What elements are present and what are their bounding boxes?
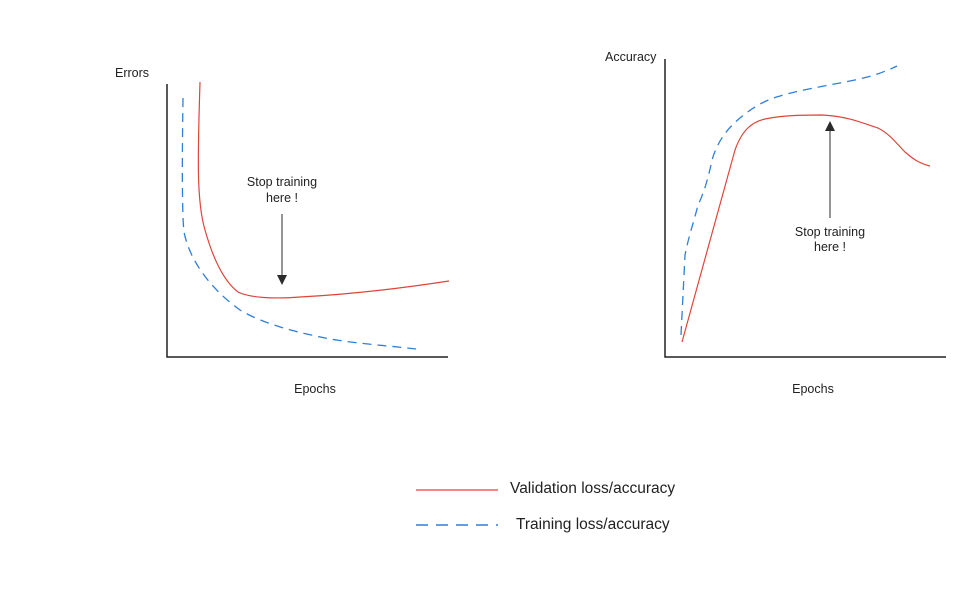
accuracy-training-curve	[680, 65, 898, 336]
errors-annotation-line1: Stop training	[247, 175, 317, 189]
errors-y-axis-label: Errors	[115, 66, 149, 80]
accuracy-x-axis-label: Epochs	[792, 382, 834, 396]
accuracy-annotation-line2: here !	[814, 240, 846, 254]
accuracy-axes	[664, 59, 946, 358]
legend: Validation loss/accuracy Training loss/a…	[416, 480, 675, 533]
accuracy-panel: Accuracy Epochs Stop training here !	[605, 50, 946, 396]
legend-training-label: Training loss/accuracy	[516, 516, 670, 533]
errors-axes	[166, 84, 448, 358]
errors-annotation-line2: here !	[266, 191, 298, 205]
accuracy-annotation-line1: Stop training	[795, 225, 865, 239]
accuracy-validation-curve	[681, 114, 931, 343]
accuracy-y-axis-label: Accuracy	[605, 50, 657, 64]
legend-validation-label: Validation loss/accuracy	[510, 480, 675, 497]
errors-validation-curve	[197, 81, 450, 299]
errors-training-curve	[181, 97, 417, 350]
errors-x-axis-label: Epochs	[294, 382, 336, 396]
errors-panel: Errors Epochs Stop training here !	[115, 66, 450, 396]
